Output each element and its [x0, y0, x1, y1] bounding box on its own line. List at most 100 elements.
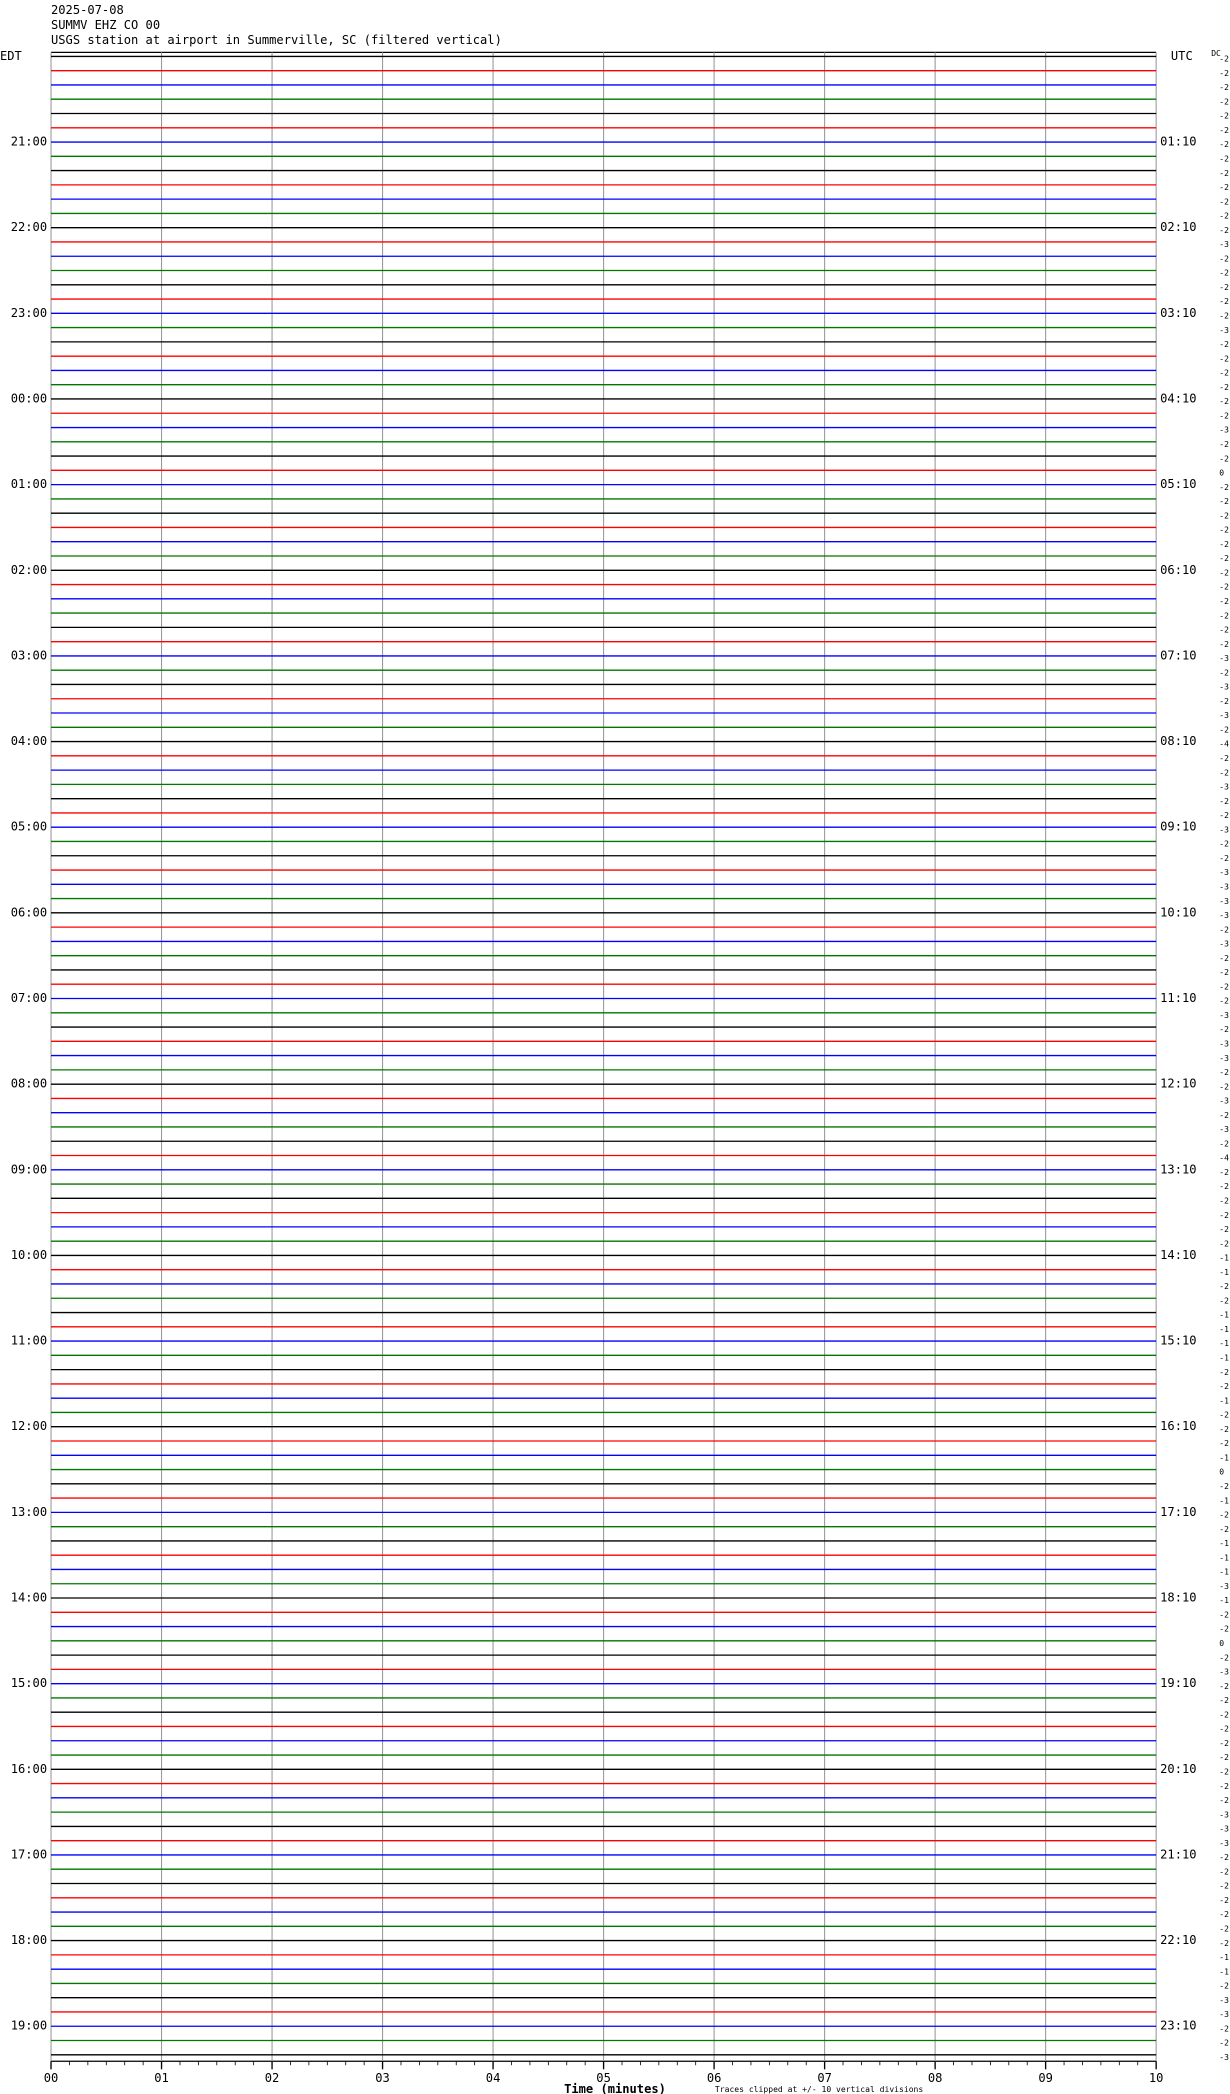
dc-offset: -2: [1219, 1182, 1229, 1191]
dc-offset: -2: [1219, 1139, 1229, 1148]
description: USGS station at airport in Summerville, …: [51, 33, 502, 47]
dc-offset: -3: [1219, 940, 1229, 949]
right-time-label: 22:10: [1160, 1933, 1196, 1947]
dc-offset: -2: [1219, 811, 1229, 820]
dc-offset: -2: [1219, 925, 1229, 934]
dc-offset: -2: [1219, 1925, 1229, 1934]
note: Traces clipped at +/- 10 vertical divisi…: [715, 2085, 923, 2094]
dc-offset: -2: [1219, 1753, 1229, 1762]
right-time-label: 23:10: [1160, 2019, 1196, 2033]
x-axis-label: Time (minutes): [564, 2082, 666, 2094]
dc-offset: -2: [1219, 1696, 1229, 1705]
dc-offset: -1: [1219, 1539, 1229, 1548]
dc-offset: -3: [1219, 1810, 1229, 1819]
right-time-label: 18:10: [1160, 1591, 1196, 1605]
dc-offset: -2: [1219, 854, 1229, 863]
station: SUMMV EHZ CO 00: [51, 18, 160, 32]
dc-offset: -2: [1219, 1710, 1229, 1719]
dc-offset: -2: [1219, 1425, 1229, 1434]
dc-offset: -1: [1219, 1254, 1229, 1263]
right-time-label: 06:10: [1160, 563, 1196, 577]
dc-offset: -2: [1219, 1767, 1229, 1776]
dc-offset: -2: [1219, 1796, 1229, 1805]
dc-offset: -3: [1219, 2053, 1229, 2062]
left-time-label: 14:00: [11, 1591, 47, 1605]
dc-offset: -3: [1219, 711, 1229, 720]
x-tick-label: 03: [375, 2071, 390, 2085]
dc-offset: -3: [1219, 911, 1229, 920]
dc-offset: -2: [1219, 1982, 1229, 1991]
dc-offset: -2: [1219, 1625, 1229, 1634]
dc-offset: -2: [1219, 1739, 1229, 1748]
right-time-label: 12:10: [1160, 1077, 1196, 1091]
x-tick-label: 01: [154, 2071, 169, 2085]
dc-offset: -2: [1219, 1682, 1229, 1691]
dc-offset: -2: [1219, 1610, 1229, 1619]
dc-offset: -3: [1219, 426, 1229, 435]
left-time-label: 05:00: [11, 820, 47, 834]
left-time-label: 12:00: [11, 1419, 47, 1433]
right-time-label: 03:10: [1160, 306, 1196, 320]
dc-offset: -2: [1219, 1368, 1229, 1377]
dc-offset: -3: [1219, 654, 1229, 663]
dc-offset: -2: [1219, 397, 1229, 406]
dc-offset: -2: [1219, 1025, 1229, 1034]
left-time-label: 10:00: [11, 1248, 47, 1262]
left-time-label: 18:00: [11, 1933, 47, 1947]
right-time-label: 10:10: [1160, 905, 1196, 919]
dc-offset: -2: [1219, 997, 1229, 1006]
right-time-label: 16:10: [1160, 1419, 1196, 1433]
dc-offset: -2: [1219, 340, 1229, 349]
dc-offset: -2: [1219, 155, 1229, 164]
dc-offset: -1: [1219, 1311, 1229, 1320]
dc-offset: -2: [1219, 954, 1229, 963]
dc-offset: -2: [1219, 626, 1229, 635]
dc-offset: -3: [1219, 1054, 1229, 1063]
x-tick-label: 09: [1038, 2071, 1053, 2085]
dc-offset: -2: [1219, 554, 1229, 563]
dc-offset: -3: [1219, 868, 1229, 877]
dc-offset: -2: [1219, 697, 1229, 706]
dc-offset: -2: [1219, 1211, 1229, 1220]
dc-offset: -2: [1219, 640, 1229, 649]
left-time-label: 11:00: [11, 1334, 47, 1348]
dc-offset: -3: [1219, 1040, 1229, 1049]
dc-offset: -2: [1219, 1653, 1229, 1662]
right-time-label: 17:10: [1160, 1505, 1196, 1519]
dc-offset: -2: [1219, 568, 1229, 577]
dc-offset: -2: [1219, 982, 1229, 991]
left-time-label: 04:00: [11, 734, 47, 748]
right-time-label: 14:10: [1160, 1248, 1196, 1262]
dc-offset: -2: [1219, 169, 1229, 178]
dc-offset: -2: [1219, 1225, 1229, 1234]
left-time-label: 03:00: [11, 648, 47, 662]
right-time-label: 21:10: [1160, 1847, 1196, 1861]
left-time-label: 08:00: [11, 1077, 47, 1091]
dc-offset: -3: [1219, 1097, 1229, 1106]
right-time-label: 08:10: [1160, 734, 1196, 748]
dc-offset: -2: [1219, 1867, 1229, 1876]
dc-offset: -2: [1219, 254, 1229, 263]
right-time-label: 11:10: [1160, 991, 1196, 1005]
dc-offset: -1: [1219, 1553, 1229, 1562]
left-time-label: 01:00: [11, 477, 47, 491]
left-time-label: 06:00: [11, 905, 47, 919]
dc-offset: -2: [1219, 212, 1229, 221]
dc-offset: -2: [1219, 540, 1229, 549]
dc-offset: -2: [1219, 112, 1229, 121]
dc-offset: -2: [1219, 1082, 1229, 1091]
left-time-label: 13:00: [11, 1505, 47, 1519]
dc-offset: -2: [1219, 497, 1229, 506]
dc-offset: 0: [1219, 1639, 1224, 1648]
dc-offset: -1: [1219, 1496, 1229, 1505]
dc-offset: -4: [1219, 1154, 1229, 1163]
dc-offset: -2: [1219, 2039, 1229, 2048]
dc-offset: -2: [1219, 55, 1229, 64]
dc-offset: -4: [1219, 740, 1229, 749]
dc-offset: -2: [1219, 2024, 1229, 2033]
dc-offset: -1: [1219, 1354, 1229, 1363]
dc-offset: -2: [1219, 1511, 1229, 1520]
dc-offset: -3: [1219, 825, 1229, 834]
dc-offset: -2: [1219, 1197, 1229, 1206]
